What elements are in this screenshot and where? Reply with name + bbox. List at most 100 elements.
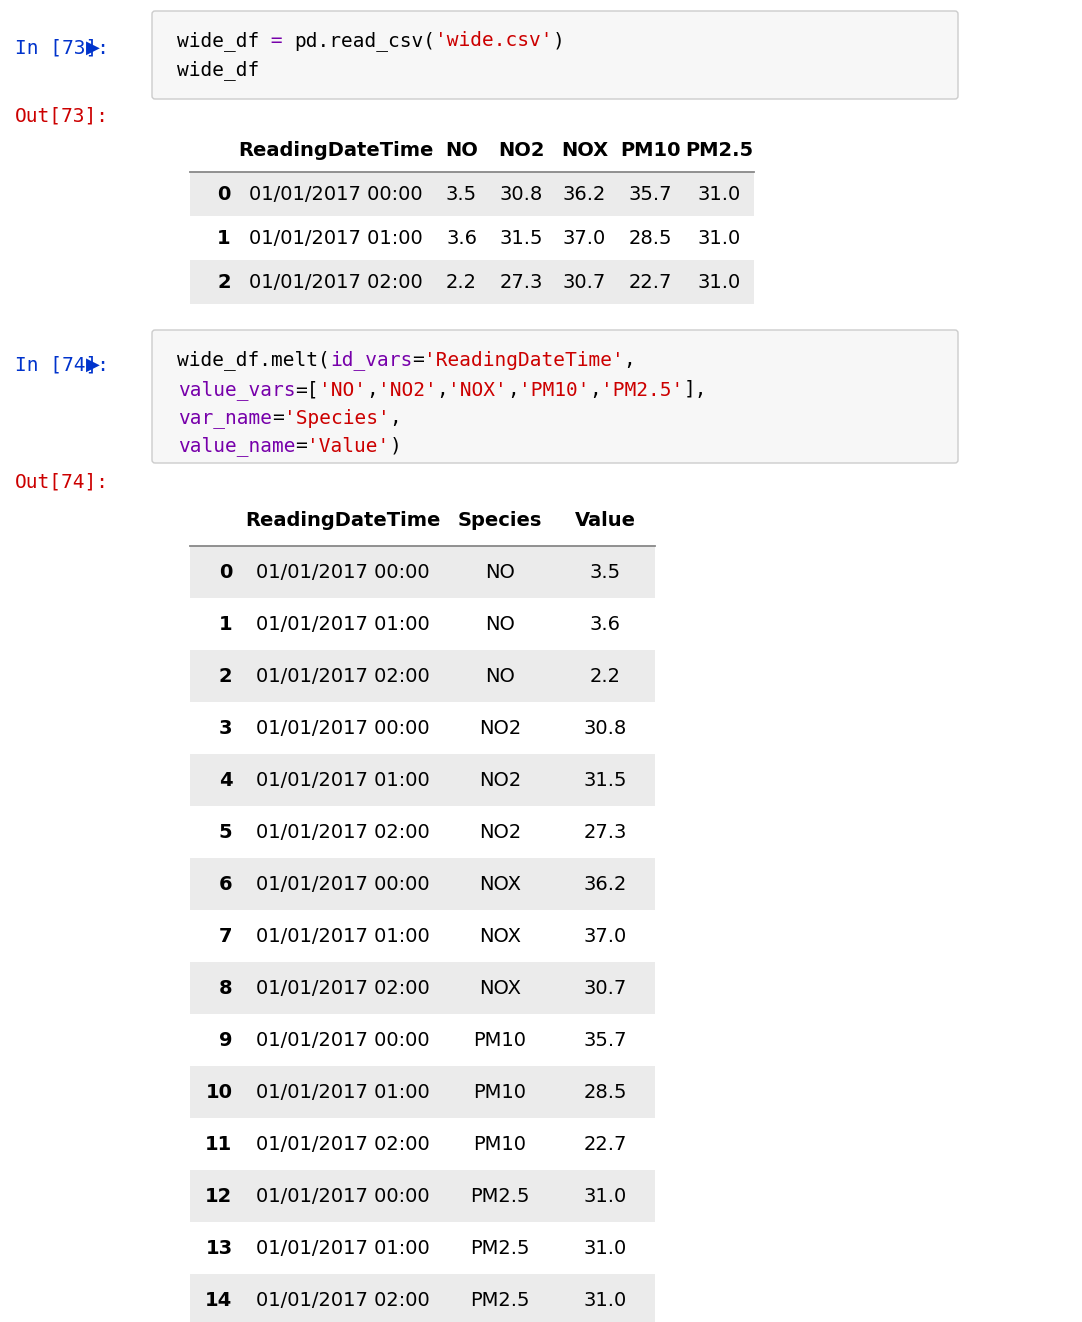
Text: PM2.5: PM2.5: [471, 1290, 530, 1310]
Bar: [190, 962, 655, 1014]
Text: PM10: PM10: [474, 1031, 527, 1050]
Text: =: =: [412, 350, 424, 370]
Text: 01/01/2017 01:00: 01/01/2017 01:00: [255, 927, 430, 945]
Text: 3.6: 3.6: [446, 229, 477, 247]
Text: 31.0: 31.0: [583, 1187, 626, 1206]
Text: 2: 2: [217, 272, 230, 291]
Text: 'NO2': 'NO2': [378, 381, 436, 399]
Text: PM10: PM10: [474, 1083, 527, 1101]
Text: Species: Species: [458, 510, 542, 530]
Text: 9: 9: [219, 1031, 233, 1050]
Text: NO2: NO2: [479, 718, 522, 738]
Bar: [190, 754, 655, 806]
Text: =: =: [295, 436, 307, 456]
Text: In [74]:: In [74]:: [15, 356, 109, 374]
Text: 3.6: 3.6: [590, 615, 620, 633]
Text: 8: 8: [219, 978, 233, 998]
Text: ReadingDateTime: ReadingDateTime: [238, 140, 433, 160]
Text: 22.7: 22.7: [629, 272, 672, 291]
Bar: [190, 546, 655, 598]
Text: 28.5: 28.5: [629, 229, 672, 247]
Text: 31.5: 31.5: [500, 229, 543, 247]
Text: 01/01/2017 00:00: 01/01/2017 00:00: [255, 1031, 430, 1050]
Text: wide_df: wide_df: [177, 59, 260, 79]
Text: 01/01/2017 02:00: 01/01/2017 02:00: [255, 822, 430, 842]
Text: PM10: PM10: [474, 1134, 527, 1154]
Text: NO2: NO2: [479, 822, 522, 842]
Bar: [190, 172, 754, 215]
Text: 'Species': 'Species': [283, 408, 390, 427]
Text: 13: 13: [206, 1239, 233, 1257]
Text: 01/01/2017 00:00: 01/01/2017 00:00: [249, 185, 422, 204]
Text: ,: ,: [390, 408, 401, 427]
Text: 'PM10': 'PM10': [518, 381, 590, 399]
Text: 0: 0: [220, 562, 233, 582]
Text: 'NO': 'NO': [319, 381, 366, 399]
Text: 'PM2.5': 'PM2.5': [601, 381, 683, 399]
Text: value_vars: value_vars: [179, 379, 295, 401]
Text: 01/01/2017 01:00: 01/01/2017 01:00: [255, 615, 430, 633]
Text: 31.0: 31.0: [698, 272, 740, 291]
Text: 'wide.csv': 'wide.csv': [435, 32, 553, 50]
Text: pd.read_csv(: pd.read_csv(: [294, 30, 435, 52]
Text: 31.0: 31.0: [698, 185, 740, 204]
FancyBboxPatch shape: [151, 330, 958, 463]
Text: NOX: NOX: [479, 874, 522, 894]
Text: 01/01/2017 00:00: 01/01/2017 00:00: [255, 1187, 430, 1206]
Text: var_name: var_name: [179, 408, 272, 427]
FancyBboxPatch shape: [151, 11, 958, 99]
Text: NO: NO: [485, 562, 515, 582]
Text: ,: ,: [507, 381, 518, 399]
Text: 35.7: 35.7: [629, 185, 672, 204]
Text: 01/01/2017 02:00: 01/01/2017 02:00: [255, 666, 430, 686]
Text: 01/01/2017 01:00: 01/01/2017 01:00: [249, 229, 422, 247]
Text: NO: NO: [445, 140, 478, 160]
Text: PM2.5: PM2.5: [685, 140, 753, 160]
Text: 31.0: 31.0: [583, 1290, 626, 1310]
Text: 'Value': 'Value': [307, 436, 390, 456]
Text: ▶: ▶: [87, 356, 100, 374]
Bar: [190, 650, 655, 702]
Text: 01/01/2017 02:00: 01/01/2017 02:00: [255, 1290, 430, 1310]
Text: 01/01/2017 00:00: 01/01/2017 00:00: [255, 718, 430, 738]
Text: ▶: ▶: [87, 40, 100, 57]
Text: id_vars: id_vars: [330, 350, 412, 370]
Text: PM2.5: PM2.5: [471, 1187, 530, 1206]
Text: NOX: NOX: [560, 140, 608, 160]
Text: 30.8: 30.8: [583, 718, 626, 738]
Text: ,: ,: [623, 350, 635, 370]
Text: 37.0: 37.0: [583, 927, 626, 945]
Text: NOX: NOX: [479, 927, 522, 945]
Text: 01/01/2017 02:00: 01/01/2017 02:00: [255, 978, 430, 998]
Text: 35.7: 35.7: [583, 1031, 626, 1050]
Text: NO: NO: [485, 615, 515, 633]
Text: NO2: NO2: [498, 140, 544, 160]
Text: 36.2: 36.2: [583, 874, 626, 894]
Text: value_name: value_name: [179, 436, 295, 456]
Text: 1: 1: [217, 229, 230, 247]
Bar: [190, 858, 655, 910]
Text: 28.5: 28.5: [583, 1083, 626, 1101]
Text: PM10: PM10: [620, 140, 681, 160]
Text: 'ReadingDateTime': 'ReadingDateTime': [424, 350, 623, 370]
Text: 3: 3: [219, 718, 233, 738]
Text: =[: =[: [295, 381, 319, 399]
Text: 5: 5: [219, 822, 233, 842]
Text: 27.3: 27.3: [500, 272, 543, 291]
Text: 31.0: 31.0: [583, 1239, 626, 1257]
Text: 2.2: 2.2: [446, 272, 477, 291]
Text: NO: NO: [485, 666, 515, 686]
Text: 01/01/2017 01:00: 01/01/2017 01:00: [255, 771, 430, 789]
Text: 01/01/2017 00:00: 01/01/2017 00:00: [255, 562, 430, 582]
Text: 31.0: 31.0: [698, 229, 740, 247]
Text: 'NOX': 'NOX': [448, 381, 507, 399]
Text: 4: 4: [219, 771, 233, 789]
Text: =: =: [260, 32, 294, 50]
Text: 22.7: 22.7: [583, 1134, 626, 1154]
Text: 1: 1: [219, 615, 233, 633]
Text: 0: 0: [217, 185, 230, 204]
Text: ): ): [390, 436, 401, 456]
Text: 37.0: 37.0: [563, 229, 606, 247]
Bar: [190, 1274, 655, 1322]
Text: 01/01/2017 02:00: 01/01/2017 02:00: [255, 1134, 430, 1154]
